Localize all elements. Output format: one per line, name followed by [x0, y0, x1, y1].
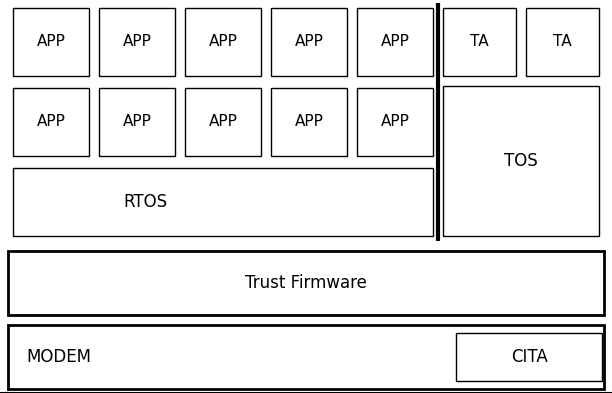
Text: Trust Firmware: Trust Firmware — [245, 274, 367, 292]
FancyBboxPatch shape — [99, 88, 175, 156]
FancyBboxPatch shape — [13, 168, 433, 236]
FancyBboxPatch shape — [271, 88, 347, 156]
Text: APP: APP — [294, 35, 323, 50]
FancyBboxPatch shape — [443, 8, 516, 76]
FancyBboxPatch shape — [13, 88, 89, 156]
FancyBboxPatch shape — [99, 8, 175, 76]
Text: TA: TA — [553, 35, 572, 50]
Text: APP: APP — [37, 35, 65, 50]
FancyBboxPatch shape — [8, 325, 604, 389]
Text: TA: TA — [470, 35, 489, 50]
FancyBboxPatch shape — [8, 251, 604, 315]
FancyBboxPatch shape — [13, 8, 89, 76]
Text: APP: APP — [381, 35, 409, 50]
FancyBboxPatch shape — [271, 8, 347, 76]
FancyBboxPatch shape — [357, 88, 433, 156]
Text: MODEM: MODEM — [26, 348, 91, 366]
Text: TOS: TOS — [504, 152, 538, 170]
Text: APP: APP — [209, 35, 237, 50]
Text: CITA: CITA — [510, 348, 547, 366]
Text: APP: APP — [122, 114, 151, 130]
Text: APP: APP — [37, 114, 65, 130]
FancyBboxPatch shape — [357, 8, 433, 76]
FancyBboxPatch shape — [443, 86, 599, 236]
Text: APP: APP — [294, 114, 323, 130]
Text: RTOS: RTOS — [124, 193, 168, 211]
FancyBboxPatch shape — [456, 333, 602, 381]
FancyBboxPatch shape — [185, 8, 261, 76]
Text: APP: APP — [381, 114, 409, 130]
Text: APP: APP — [209, 114, 237, 130]
FancyBboxPatch shape — [526, 8, 599, 76]
FancyBboxPatch shape — [185, 88, 261, 156]
Text: APP: APP — [122, 35, 151, 50]
